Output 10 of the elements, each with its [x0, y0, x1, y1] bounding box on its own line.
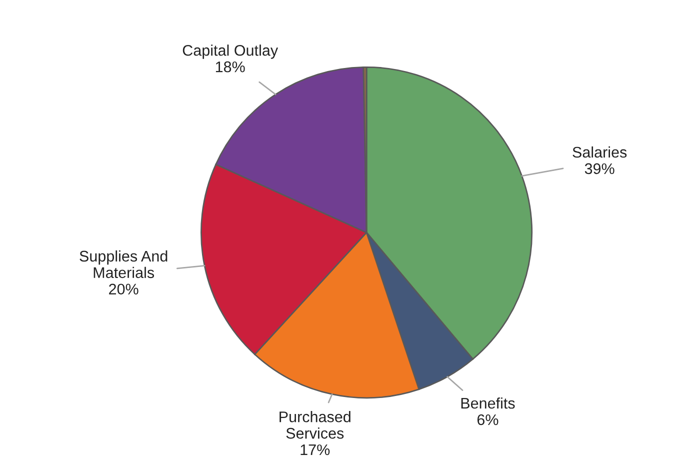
slice-label: Purchased Services	[280, 411, 350, 439]
data-label: 18%	[216, 61, 245, 72]
data-label: 6%	[477, 414, 498, 426]
data-label: 17%	[300, 444, 330, 456]
slice-label: Salaries	[572, 146, 627, 158]
slice-label: Benefits	[461, 397, 515, 409]
data-label: 39%	[584, 163, 614, 174]
slice-label: Supplies And Materials	[80, 250, 168, 278]
slice-label: Capital Outlay	[182, 44, 278, 59]
data-label: 20%	[109, 284, 138, 295]
